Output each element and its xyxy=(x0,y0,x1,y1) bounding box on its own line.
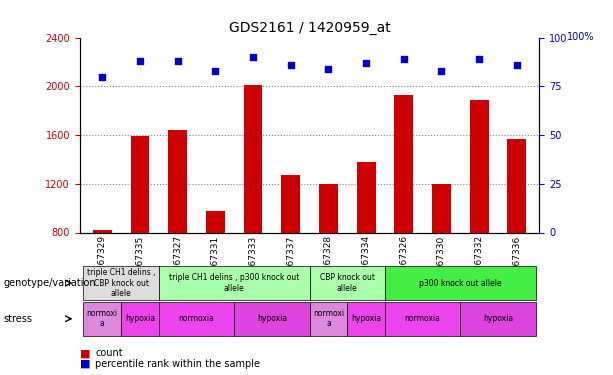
Point xyxy=(512,62,522,68)
Bar xyxy=(319,184,338,330)
Point xyxy=(286,62,295,68)
Point xyxy=(210,68,220,74)
Text: triple CH1 delins ,
CBP knock out
allele: triple CH1 delins , CBP knock out allele xyxy=(87,268,155,298)
Bar xyxy=(93,230,112,330)
Text: normoxia: normoxia xyxy=(405,314,441,323)
Text: hypoxia: hypoxia xyxy=(125,314,155,323)
Point xyxy=(474,56,484,62)
Bar xyxy=(168,130,187,330)
Y-axis label: 100%: 100% xyxy=(567,32,595,42)
Text: p300 knock out allele: p300 knock out allele xyxy=(419,279,501,288)
Text: ■: ■ xyxy=(80,348,90,358)
Point xyxy=(248,54,258,60)
Bar xyxy=(394,95,413,330)
Text: ■: ■ xyxy=(80,359,90,369)
Point xyxy=(324,66,333,72)
Point xyxy=(399,56,409,62)
Text: genotype/variation: genotype/variation xyxy=(3,278,96,288)
Bar xyxy=(432,184,451,330)
Bar xyxy=(281,175,300,330)
Text: normoxi
a: normoxi a xyxy=(86,309,118,328)
Bar xyxy=(357,162,376,330)
Text: stress: stress xyxy=(3,314,32,324)
Bar xyxy=(243,85,262,330)
Point xyxy=(436,68,446,74)
Point xyxy=(173,58,183,64)
Text: hypoxia: hypoxia xyxy=(257,314,287,323)
Point xyxy=(135,58,145,64)
Text: normoxi
a: normoxi a xyxy=(313,309,344,328)
Point xyxy=(97,74,107,80)
Title: GDS2161 / 1420959_at: GDS2161 / 1420959_at xyxy=(229,21,390,35)
Bar xyxy=(508,139,526,330)
Text: CBP knock out
allele: CBP knock out allele xyxy=(320,273,375,293)
Text: count: count xyxy=(95,348,123,358)
Text: triple CH1 delins , p300 knock out
allele: triple CH1 delins , p300 knock out allel… xyxy=(169,273,299,293)
Text: percentile rank within the sample: percentile rank within the sample xyxy=(95,359,260,369)
Bar xyxy=(206,211,225,330)
Bar xyxy=(131,136,150,330)
Text: normoxia: normoxia xyxy=(178,314,215,323)
Point xyxy=(361,60,371,66)
Text: hypoxia: hypoxia xyxy=(483,314,513,323)
Text: hypoxia: hypoxia xyxy=(351,314,381,323)
Bar xyxy=(470,100,489,330)
